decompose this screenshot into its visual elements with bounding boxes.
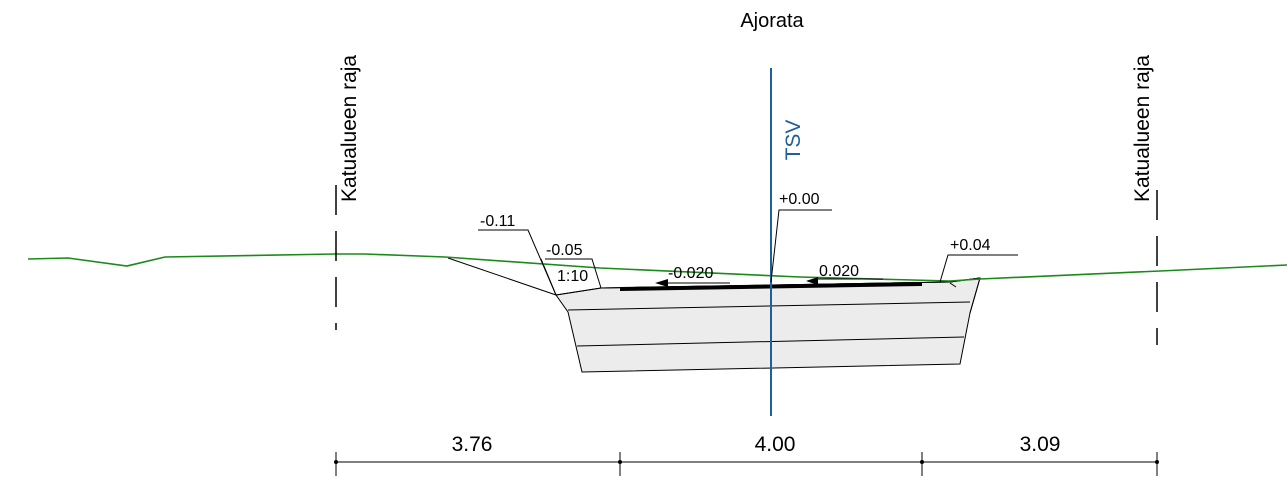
cross-slope-left-arrowhead — [655, 279, 668, 287]
structure-body — [555, 277, 981, 373]
dimension-right: 3.09 — [1020, 433, 1061, 456]
ground-line — [27, 253, 1287, 282]
title: Ajorata — [740, 10, 804, 32]
dimension-dot-2 — [618, 460, 622, 464]
dimension-center: 4.00 — [755, 433, 796, 456]
boundary-label-right: Katualueen raja — [1131, 55, 1154, 202]
elevation-left-outer-text: -0.11 — [480, 213, 515, 230]
elevation-right: +0.04 — [939, 237, 1018, 283]
boundary-label-left: Katualueen raja — [338, 55, 361, 202]
cross-slope-right-arrowhead — [806, 277, 818, 285]
elevation-left-inner-text: -0.05 — [546, 242, 583, 259]
right-slope-side — [969, 277, 981, 314]
elevation-left-outer: -0.11 — [478, 213, 557, 296]
centerline-label: TSV — [782, 120, 805, 161]
layer-line-upper — [567, 301, 971, 311]
elevation-right-text: +0.04 — [950, 237, 991, 254]
elevation-left-inner: -0.05 1:10 — [545, 242, 602, 289]
cross-slope-right: 0.020 — [806, 263, 883, 285]
elevation-center: +0.00 — [770, 191, 832, 283]
leader-right — [939, 254, 1018, 283]
pavement-structure — [447, 257, 981, 373]
cross-slope-left-text: -0.020 — [668, 265, 713, 282]
dimension-dot-4 — [1155, 460, 1159, 464]
right-slope-inner — [949, 282, 957, 288]
dimension-dot-3 — [920, 460, 924, 464]
dimension-dot-1 — [334, 460, 338, 464]
cross-slope-right-text: 0.020 — [819, 263, 859, 280]
dimension-line: 3.76 4.00 3.09 — [334, 433, 1159, 476]
slope-ratio: 1:10 — [557, 268, 588, 285]
left-slope — [447, 257, 557, 296]
leader-left-inner — [545, 258, 602, 289]
cross-slope-left: -0.020 — [655, 265, 730, 287]
dimension-left: 3.76 — [452, 433, 493, 456]
leader-center — [770, 209, 832, 283]
elevation-center-text: +0.00 — [779, 191, 820, 208]
leader-left-outer — [478, 229, 557, 296]
